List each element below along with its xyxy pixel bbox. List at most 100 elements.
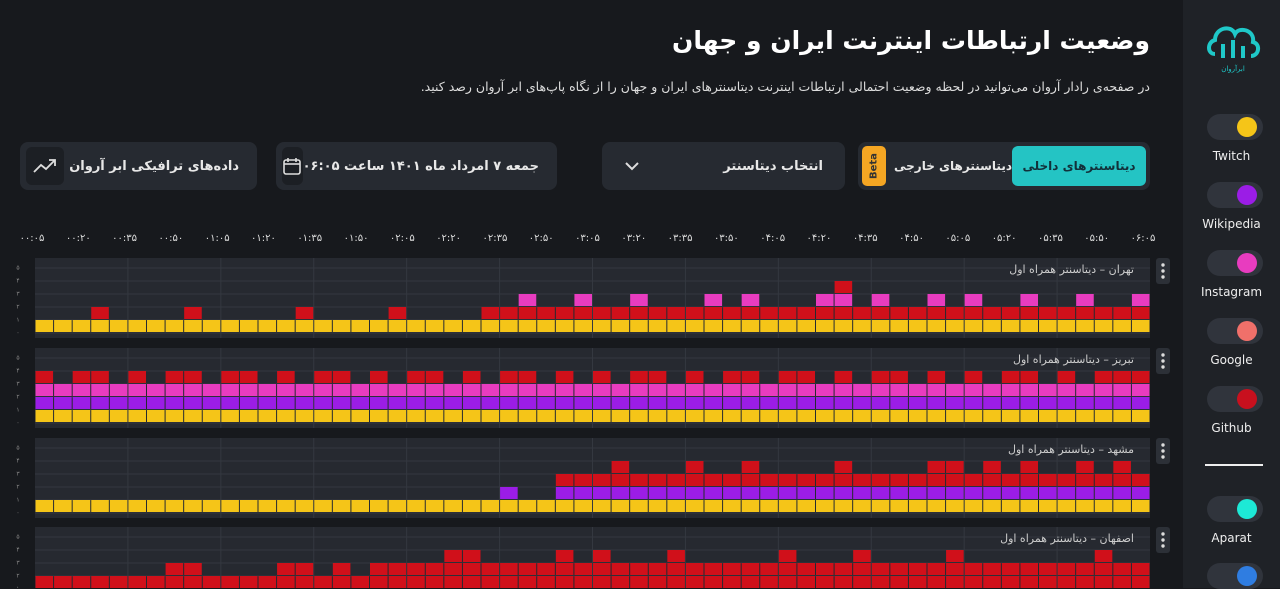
- panel-menu[interactable]: [1156, 438, 1170, 464]
- status-cell: [611, 307, 630, 319]
- status-stack: [1057, 563, 1076, 588]
- panel-menu[interactable]: [1156, 527, 1170, 553]
- status-stack: [72, 500, 91, 512]
- time-label: ۰۰:۵۰: [158, 233, 183, 244]
- status-cell: [537, 410, 555, 422]
- status-cell: [481, 320, 500, 332]
- status-stack: [1076, 563, 1094, 588]
- status-cell: [1113, 371, 1131, 383]
- status-cell: [165, 576, 184, 588]
- status-cell: [1057, 320, 1076, 332]
- status-stack: [946, 461, 964, 512]
- status-stack: [1113, 307, 1131, 332]
- datacenter-select[interactable]: انتخاب دیتاسنتر: [602, 142, 845, 190]
- status-cell: [778, 320, 797, 332]
- status-cell: [109, 410, 128, 422]
- status-cell: [481, 397, 500, 409]
- panel-menu[interactable]: [1156, 258, 1170, 284]
- status-stack: [778, 474, 797, 512]
- status-stack: [314, 320, 332, 332]
- status-cell: [481, 563, 500, 575]
- status-cell: [741, 474, 760, 486]
- service-toggle[interactable]: [1207, 182, 1263, 208]
- status-cell: [834, 461, 853, 473]
- tab-label: دیتاسنترهای خارجی: [894, 159, 1012, 173]
- status-cell: [760, 500, 778, 512]
- service-toggle[interactable]: [1207, 250, 1263, 276]
- service-name: Google: [1210, 353, 1253, 367]
- status-stack: [332, 500, 351, 512]
- status-cell: [1113, 410, 1131, 422]
- status-cell: [221, 576, 239, 588]
- status-cell: [1020, 294, 1038, 306]
- tab[interactable]: دیتاسنترهای خارجی Beta: [862, 146, 1012, 186]
- status-cell: [927, 307, 946, 319]
- time-label: ۰۳:۲۰: [621, 233, 646, 244]
- status-cell: [834, 294, 853, 306]
- status-stack: [1076, 384, 1094, 422]
- y-tick-label: ۰: [16, 420, 19, 427]
- status-stack: [1020, 461, 1038, 512]
- service-toggle[interactable]: [1207, 386, 1263, 412]
- status-stack: [593, 550, 611, 588]
- status-cell: [685, 563, 704, 575]
- status-cell: [555, 307, 574, 319]
- status-cell: [147, 410, 165, 422]
- status-cell: [964, 371, 983, 383]
- status-cell: [648, 563, 667, 575]
- status-cell: [723, 500, 741, 512]
- service-toggle[interactable]: [1207, 563, 1263, 589]
- status-cell: [444, 550, 462, 562]
- status-cell: [760, 307, 778, 319]
- status-stack: [555, 474, 574, 512]
- status-stack: [927, 294, 946, 332]
- status-cell: [444, 397, 462, 409]
- traffic-link[interactable]: داده‌های ترافیکی ابر آروان: [20, 142, 257, 190]
- status-stack: [946, 550, 964, 588]
- status-cell: [407, 384, 425, 396]
- status-cell: [1039, 307, 1057, 319]
- service-toggle[interactable]: [1207, 496, 1263, 522]
- status-cell: [797, 307, 815, 319]
- status-stack: [109, 576, 128, 588]
- status-stack: [277, 371, 295, 422]
- status-cell: [462, 576, 481, 588]
- status-cell: [593, 576, 611, 588]
- time-label: ۰۲:۰۵: [390, 233, 415, 244]
- status-cell: [946, 487, 964, 499]
- status-cell: [834, 397, 853, 409]
- status-cell: [1039, 397, 1057, 409]
- status-cell: [667, 474, 685, 486]
- status-cell: [500, 576, 518, 588]
- status-cell: [425, 410, 444, 422]
- status-cell: [685, 487, 704, 499]
- status-cell: [927, 563, 946, 575]
- status-cell: [1057, 563, 1076, 575]
- status-stack: [239, 576, 258, 588]
- service-toggle[interactable]: [1207, 318, 1263, 344]
- status-stack: [908, 307, 927, 332]
- time-label: ۰۴:۵۰: [899, 233, 924, 244]
- calendar-button: [282, 147, 303, 185]
- status-stack: [1020, 371, 1038, 422]
- tab-active[interactable]: دیتاسنترهای داخلی: [1011, 146, 1146, 186]
- status-stack: [332, 320, 351, 332]
- status-cell: [648, 410, 667, 422]
- status-cell: [723, 576, 741, 588]
- status-stack: [1039, 307, 1057, 332]
- status-cell: [667, 576, 685, 588]
- status-cell: [797, 474, 815, 486]
- status-stack: [351, 384, 369, 422]
- status-cell: [908, 500, 927, 512]
- y-tick-label: ۲: [16, 573, 19, 580]
- status-stack: [648, 474, 667, 512]
- panel-menu[interactable]: [1156, 348, 1170, 374]
- status-stack: [1094, 371, 1113, 422]
- menu-dot: [1161, 269, 1165, 273]
- date-box[interactable]: جمعه ۷ امرداد ماه ۱۴۰۱ ساعت ۰۶:۰۵: [276, 142, 557, 190]
- status-stack: [593, 307, 611, 332]
- service-toggle[interactable]: [1207, 114, 1263, 140]
- status-stack: [202, 320, 221, 332]
- status-cell: [221, 371, 239, 383]
- status-cell: [481, 410, 500, 422]
